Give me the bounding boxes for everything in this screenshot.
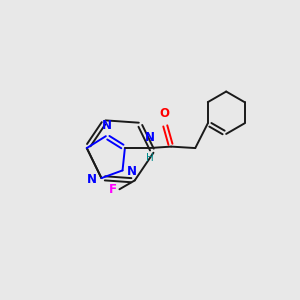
Text: N: N <box>102 119 112 132</box>
Text: N: N <box>145 131 154 144</box>
Text: O: O <box>160 107 170 120</box>
Text: H: H <box>146 153 154 163</box>
Text: N: N <box>127 165 137 178</box>
Text: F: F <box>109 183 117 196</box>
Text: N: N <box>87 173 97 186</box>
